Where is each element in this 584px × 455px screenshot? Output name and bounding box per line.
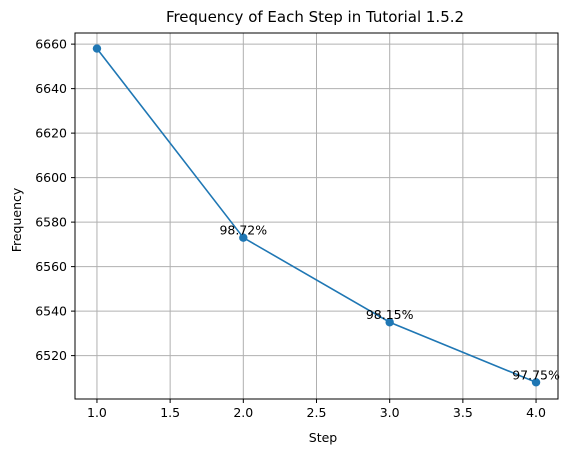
data-point — [92, 44, 102, 53]
data-point — [239, 233, 248, 242]
x-tick-label: 1.5 — [160, 405, 180, 420]
x-axis-ticks: 1.0 1.5 2.0 2.5 3.0 3.5 4.0 — [87, 399, 546, 420]
y-tick-label: 6640 — [35, 81, 67, 96]
x-tick-label: 1.0 — [87, 405, 107, 420]
data-label: 97.75% — [512, 367, 560, 382]
data-label: 98.15% — [366, 307, 414, 322]
x-axis-label: Step — [309, 430, 338, 445]
y-tick-label: 6600 — [35, 170, 67, 185]
y-tick-label: 6560 — [35, 259, 67, 274]
x-tick-label: 2.0 — [233, 405, 253, 420]
series-layer — [92, 44, 541, 387]
x-tick-label: 4.0 — [526, 405, 546, 420]
data-point — [531, 378, 541, 387]
series-line — [96, 48, 537, 384]
y-tick-label: 6580 — [35, 215, 67, 230]
y-axis-label: Frequency — [9, 187, 24, 252]
x-tick-label: 3.0 — [380, 405, 400, 420]
y-tick-label: 6540 — [35, 304, 67, 319]
x-tick-label: 2.5 — [307, 405, 327, 420]
grid — [75, 33, 558, 399]
data-label: 98.72% — [219, 223, 267, 238]
y-axis-ticks: 6520 6540 6560 6580 6600 6620 6640 6660 — [35, 37, 75, 363]
y-tick-label: 6660 — [35, 37, 67, 52]
y-tick-label: 6520 — [35, 348, 67, 363]
x-tick-label: 3.5 — [453, 405, 473, 420]
y-tick-label: 6620 — [35, 126, 67, 141]
data-point — [385, 318, 394, 327]
data-labels: 98.72% 98.15% 97.75% — [219, 223, 560, 383]
chart-title: Frequency of Each Step in Tutorial 1.5.2 — [166, 8, 464, 26]
